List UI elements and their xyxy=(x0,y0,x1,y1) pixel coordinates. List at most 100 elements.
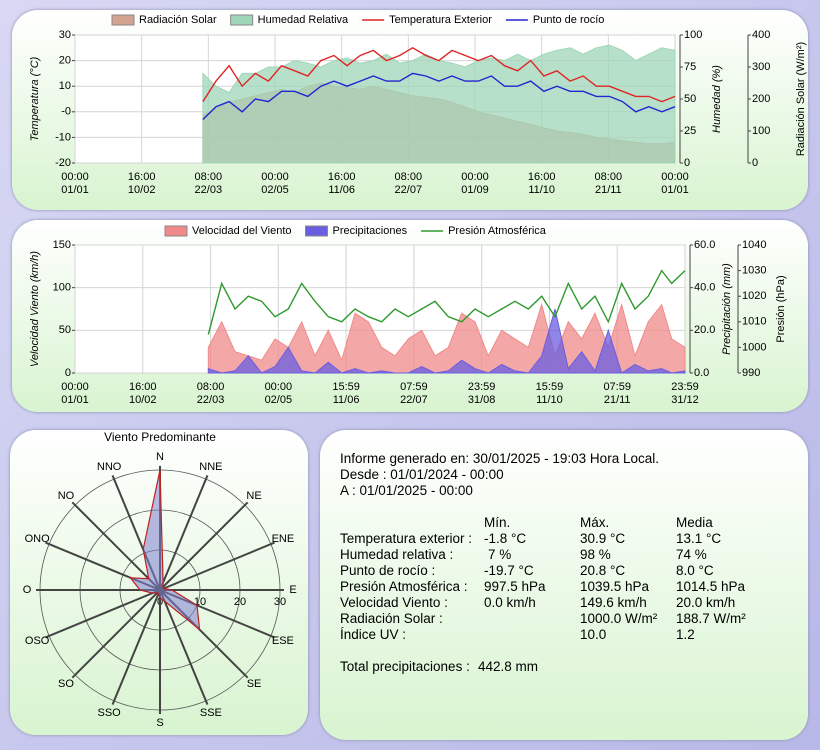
y2-tick-label: 0.0 xyxy=(694,367,709,379)
y3-tick-label: 1020 xyxy=(742,290,766,302)
legend-label: Velocidad del Viento xyxy=(192,225,292,237)
axis-title: Temperatura (°C) xyxy=(29,56,41,141)
direction-label: NO xyxy=(58,490,75,502)
cell-mean: 20.0 km/h xyxy=(676,595,736,610)
column-header: Máx. xyxy=(580,515,610,530)
x-tick-label: 08:00 22/03 xyxy=(194,171,223,196)
direction-label: ONO xyxy=(25,533,51,545)
cell-mean: 13.1 °C xyxy=(676,531,722,546)
report-generated: Informe generado en: 30/01/2025 - 19:03 … xyxy=(340,451,659,466)
total-label: Total precipitaciones : xyxy=(340,659,470,674)
y-tick-label: 20 xyxy=(59,55,71,67)
legend-label: Presión Atmosférica xyxy=(448,225,547,237)
legend-label: Punto de rocío xyxy=(533,14,605,26)
r-tick-label: 30 xyxy=(274,596,286,608)
legend-label: Temperatura Exterior xyxy=(389,14,492,26)
y2-tick-label: 25 xyxy=(684,125,696,137)
legend-label: Radiación Solar xyxy=(139,14,217,26)
cell-min: 997.5 hPa xyxy=(484,579,546,594)
cell-min: 7 % xyxy=(488,547,512,562)
y-tick-label: 50 xyxy=(59,324,71,336)
x-tick-label: 15:59 11/06 xyxy=(332,381,360,406)
spoke xyxy=(71,501,161,591)
report-from: Desde : 01/01/2024 - 00:00 xyxy=(340,467,504,482)
cell-min: -1.8 °C xyxy=(484,531,527,546)
row-label: Humedad relativa : xyxy=(340,547,454,562)
axis-title: Presión (hPa) xyxy=(775,275,787,342)
direction-label: SSE xyxy=(200,707,222,719)
total-value: 442.8 mm xyxy=(478,659,539,674)
x-tick-label: 16:00 10/02 xyxy=(127,171,156,196)
x-tick-label: 16:00 11/10 xyxy=(527,171,556,196)
spoke xyxy=(159,541,275,591)
y-tick-label: -10 xyxy=(55,131,71,143)
y3-tick-label: 1040 xyxy=(742,239,766,251)
line-series xyxy=(202,72,676,121)
x-tick-label: 15:59 11/10 xyxy=(535,381,564,406)
column-header: Mín. xyxy=(484,515,511,530)
row-label: Temperatura exterior : xyxy=(340,531,473,546)
direction-label: NNO xyxy=(97,461,122,473)
x-tick-label: 07:59 22/07 xyxy=(400,381,428,406)
line-series xyxy=(207,269,686,335)
area-series xyxy=(207,308,686,374)
chart-title: Viento Predominante xyxy=(104,430,216,444)
cell-mean: 1014.5 hPa xyxy=(676,579,746,594)
spoke xyxy=(71,589,161,679)
y-tick-label: -20 xyxy=(55,157,71,169)
y2-tick-label: 0 xyxy=(684,157,690,169)
y2-tick-label: 50 xyxy=(684,93,696,105)
direction-label: S xyxy=(156,717,163,729)
cell-max: 98 % xyxy=(580,547,611,562)
x-tick-label: 08:00 21/11 xyxy=(594,171,623,196)
legend-label: Precipitaciones xyxy=(333,225,408,237)
y2-tick-label: 40.0 xyxy=(694,282,715,294)
y3-tick-label: 300 xyxy=(752,61,770,73)
spoke xyxy=(111,589,161,705)
spoke xyxy=(159,501,249,591)
y-tick-label: 100 xyxy=(53,282,71,294)
x-tick-label: 16:00 10/02 xyxy=(129,381,157,406)
y-tick-label: 10 xyxy=(59,80,71,92)
area-series xyxy=(202,44,676,164)
line-series xyxy=(202,46,676,103)
x-tick-label: 08:00 22/03 xyxy=(196,381,225,406)
y3-tick-label: 1000 xyxy=(742,341,766,353)
y3-tick-label: 0 xyxy=(752,157,758,169)
direction-label: SSO xyxy=(97,707,121,719)
legend-swatch xyxy=(164,225,188,237)
cell-mean: 8.0 °C xyxy=(676,563,714,578)
y2-tick-label: 60.0 xyxy=(694,239,715,251)
y2-tick-label: 20.0 xyxy=(694,324,715,336)
cell-mean: 1.2 xyxy=(676,627,695,642)
row-label: Punto de rocío : xyxy=(340,563,436,578)
row-label: Presión Atmosférica : xyxy=(340,579,468,594)
x-tick-label: 07:59 21/11 xyxy=(603,381,631,406)
x-tick-label: 23:59 31/08 xyxy=(467,381,496,406)
x-tick-label: 00:00 02/05 xyxy=(261,171,289,196)
cell-max: 1039.5 hPa xyxy=(580,579,650,594)
direction-label: E xyxy=(289,584,296,596)
x-tick-label: 00:00 01/09 xyxy=(461,171,489,196)
axis-title: Precipitación (mm) xyxy=(721,263,733,355)
x-tick-label: 00:00 01/01 xyxy=(661,171,689,196)
row-label: Índice UV : xyxy=(340,627,407,642)
y3-tick-label: 100 xyxy=(752,125,770,137)
cell-min: 0.0 km/h xyxy=(484,595,536,610)
direction-label: SE xyxy=(247,678,262,690)
spoke xyxy=(159,589,209,705)
cell-mean: 74 % xyxy=(676,547,707,562)
spoke xyxy=(159,475,209,591)
legend-swatch xyxy=(305,225,328,237)
direction-label: NNE xyxy=(199,461,222,473)
report-to: A : 01/01/2025 - 00:00 xyxy=(340,483,473,498)
row-label: Velocidad Viento : xyxy=(340,595,448,610)
cell-min: -19.7 °C xyxy=(484,563,534,578)
y3-tick-label: 1010 xyxy=(742,316,766,328)
y-tick-label: -0 xyxy=(61,106,71,118)
y-tick-label: 30 xyxy=(59,29,71,41)
cell-max: 1000.0 W/m² xyxy=(580,611,658,626)
panel-report xyxy=(320,430,808,740)
r-tick-label: 20 xyxy=(234,596,246,608)
